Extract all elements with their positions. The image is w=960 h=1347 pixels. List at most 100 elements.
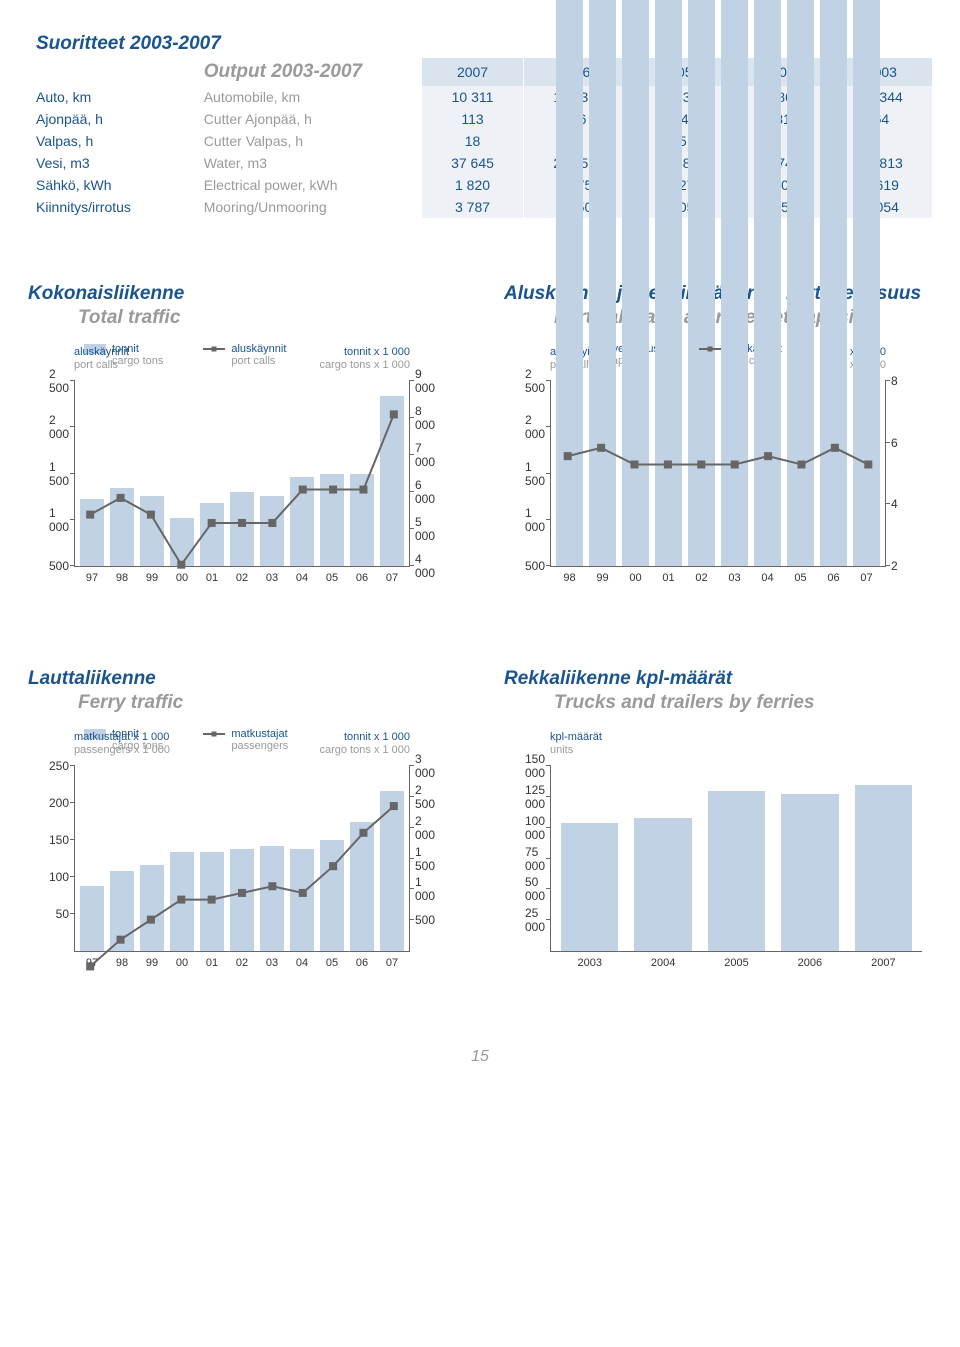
y2-tick: 1 500 <box>415 845 435 873</box>
chart-title-fi: Lauttaliikenne <box>28 668 456 690</box>
x-tick: 07 <box>386 957 398 969</box>
chart-bar: 99 <box>589 0 616 566</box>
chart-bar: 00 <box>622 0 649 566</box>
chart-bar: 06 <box>350 822 374 952</box>
x-tick: 99 <box>596 572 608 584</box>
x-tick: 04 <box>761 572 773 584</box>
table-cell: 1 820 <box>421 174 523 196</box>
chart-bar: 01 <box>200 503 224 566</box>
x-tick: 2007 <box>871 957 895 969</box>
x-tick: 07 <box>386 572 398 584</box>
table-cell: 18 <box>421 130 523 152</box>
x-tick: 06 <box>827 572 839 584</box>
year-col: 2007 <box>421 58 523 86</box>
chart-bar: 2007 <box>855 785 912 952</box>
chart-bar: 01 <box>655 0 682 566</box>
chart-bar: 00 <box>170 852 194 951</box>
chart-title-en: Trucks and trailers by ferries <box>504 692 932 714</box>
x-tick: 98 <box>116 957 128 969</box>
chart-bar: 97 <box>80 886 104 951</box>
chart-bar: 02 <box>230 849 254 951</box>
y2-tick: 5 000 <box>415 515 435 543</box>
x-tick: 00 <box>176 572 188 584</box>
chart-bar: 03 <box>260 846 284 951</box>
chart-bar: 01 <box>200 852 224 951</box>
chart-bar: 04 <box>754 0 781 566</box>
x-tick: 98 <box>563 572 575 584</box>
chart-ferry-traffic: Lauttaliikenne Ferry traffic matkustajat… <box>28 668 456 988</box>
chart-bar: 02 <box>688 0 715 566</box>
chart-bar: 98 <box>556 0 583 566</box>
x-tick: 05 <box>794 572 806 584</box>
page-number: 15 <box>28 1048 932 1066</box>
chart-bar: 06 <box>350 474 374 567</box>
chart-bar: 2005 <box>708 791 765 951</box>
y2-tick: 4 <box>891 497 898 511</box>
x-tick: 2003 <box>577 957 601 969</box>
chart-bar: 00 <box>170 518 194 566</box>
x-tick: 03 <box>266 957 278 969</box>
y-tick: 75 000 <box>525 845 545 873</box>
chart-bar: 03 <box>260 496 284 566</box>
row-label-en: Water, m3 <box>196 152 422 174</box>
chart-bar: 07 <box>380 396 404 566</box>
row-label-fi: Vesi, m3 <box>28 152 196 174</box>
row-label-en: Cutter Valpas, h <box>196 130 422 152</box>
chart-bar: 97 <box>80 499 104 566</box>
chart-bar: 2004 <box>634 818 691 951</box>
y-tick: 2 000 <box>525 413 545 441</box>
chart-bar: 2003 <box>561 823 618 951</box>
chart-bar: 06 <box>820 0 847 566</box>
row-label-en: Mooring/Unmooring <box>196 196 422 218</box>
chart-bar: 04 <box>290 477 314 566</box>
x-tick: 99 <box>146 957 158 969</box>
x-tick: 98 <box>116 572 128 584</box>
x-tick: 07 <box>860 572 872 584</box>
chart-bar: 99 <box>140 865 164 951</box>
x-tick: 01 <box>206 957 218 969</box>
x-tick: 2005 <box>724 957 748 969</box>
y2-tick: 2 000 <box>415 814 435 842</box>
legend-item: matkustajat passengers <box>203 728 288 752</box>
y2-tick: 6 000 <box>415 478 435 506</box>
row-label-en: Electrical power, kWh <box>196 174 422 196</box>
y2-tick: 7 000 <box>415 441 435 469</box>
table-cell: 3 787 <box>421 196 523 218</box>
y-tick: 100 000 <box>525 814 545 842</box>
x-tick: 97 <box>86 572 98 584</box>
row-label-en: Cutter Ajonpää, h <box>196 108 422 130</box>
chart-bar: 05 <box>320 840 344 951</box>
row-label-fi: Sähkö, kWh <box>28 174 196 196</box>
x-tick: 2006 <box>798 957 822 969</box>
y-tick: 150 000 <box>525 752 545 780</box>
x-tick: 02 <box>695 572 707 584</box>
x-tick: 00 <box>176 957 188 969</box>
row-label-fi: Ajonpää, h <box>28 108 196 130</box>
x-tick: 06 <box>356 957 368 969</box>
x-tick: 01 <box>662 572 674 584</box>
chart-bar: 04 <box>290 849 314 951</box>
y-tick: 1 000 <box>525 506 545 534</box>
x-tick: 02 <box>236 572 248 584</box>
y-tick: 500 <box>49 559 69 573</box>
x-tick: 01 <box>206 572 218 584</box>
y2-tick: 500 <box>415 913 435 927</box>
y-tick: 125 000 <box>525 783 545 811</box>
row-label-en: Automobile, km <box>196 86 422 108</box>
y2-tick: 1 000 <box>415 875 435 903</box>
table-title-fi: Suoritteet 2003-2007 <box>28 30 421 58</box>
table-cell: 10 311 <box>421 86 523 108</box>
x-tick: 99 <box>146 572 158 584</box>
row-label-fi: Auto, km <box>28 86 196 108</box>
chart-total-traffic: Kokonaisliikenne Total traffic aluskäynn… <box>28 283 456 603</box>
x-tick: 05 <box>326 957 338 969</box>
chart-title-fi: Kokonaisliikenne <box>28 283 456 305</box>
chart-bar: 2006 <box>781 794 838 951</box>
y-tick: 100 <box>49 870 69 884</box>
x-tick: 03 <box>728 572 740 584</box>
table-cell: 37 645 <box>421 152 523 174</box>
table-title-en: Output 2003-2007 <box>196 58 422 86</box>
chart-title-en: Total traffic <box>28 307 456 329</box>
chart-title-fi: Rekkaliikenne kpl-määrät <box>504 668 932 690</box>
y-tick: 1 500 <box>525 460 545 488</box>
